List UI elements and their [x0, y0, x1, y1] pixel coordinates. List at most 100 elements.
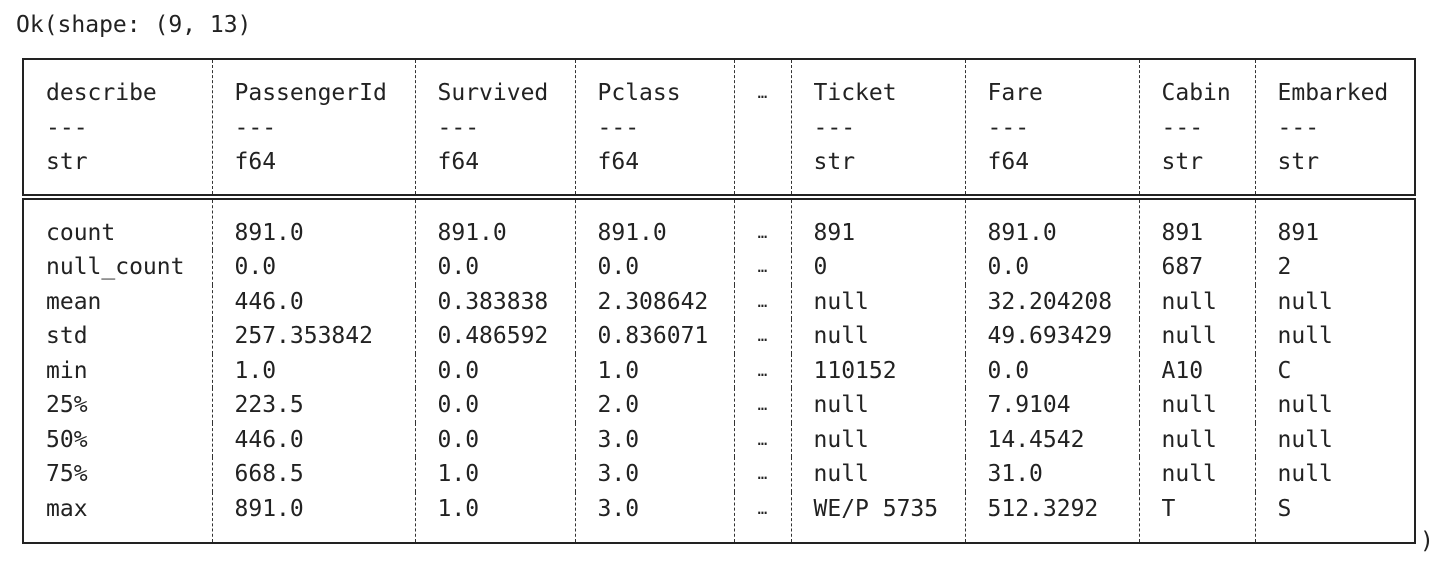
table-cell: 512.3292 [964, 491, 1139, 543]
table-cell: 0.0 [964, 250, 1139, 285]
table-cell: 446.0 [211, 284, 415, 319]
table-cell: 257.353842 [211, 319, 415, 354]
header-separator: --- [234, 114, 277, 141]
table-header: describe --- str PassengerId --- f64 Survived -… [23, 59, 1415, 200]
table-cell: 2 [1254, 250, 1415, 285]
output-prefix: Ok(shape: (9, 13) [16, 12, 252, 38]
table-cell: 14.4542 [964, 422, 1139, 457]
table-cell: 110152 [790, 353, 965, 388]
table-cell: … [733, 196, 791, 250]
table-cell: null [1254, 284, 1415, 319]
table-cell: 0.383838 [414, 284, 575, 319]
table-cell: 1.0 [574, 353, 734, 388]
table-cell: … [733, 457, 791, 492]
table-cell: 2.0 [574, 388, 734, 423]
table-cell: null [1138, 284, 1255, 319]
table-cell: 50% [46, 426, 88, 453]
header-dtype: str [813, 149, 856, 175]
header-name: … [757, 83, 768, 102]
table-cell: … [733, 353, 791, 388]
table-cell: … [733, 388, 791, 423]
table-cell: 1.0 [414, 457, 575, 492]
table-cell: T [1138, 491, 1255, 543]
table-cell: null [1254, 388, 1415, 423]
table-cell: null [790, 388, 965, 423]
header-name: Survived [437, 80, 549, 106]
table-cell: 75% [46, 461, 88, 487]
header-dtype: f64 [987, 149, 1030, 175]
table-cell: null [1138, 422, 1255, 457]
table-cell: 3.0 [574, 457, 734, 492]
header-name: Cabin [1161, 80, 1231, 106]
table-cell: 3.0 [574, 491, 734, 543]
header-cell: Cabin --- str [1138, 59, 1255, 200]
table-row: min 1.0 0.0 1.0… 110152 0.0 A10 C [23, 353, 1415, 388]
header-name: describe [46, 80, 157, 106]
table-cell: 1.0 [414, 491, 575, 543]
table-cell: null [790, 284, 965, 319]
table-row: 75% 668.5 1.0 3.0… null 31.0 null null [23, 457, 1415, 492]
table-cell: S [1254, 491, 1415, 543]
header-cell: Survived --- f64 [414, 59, 575, 200]
table-cell: … [733, 422, 791, 457]
header-name: Embarked [1277, 80, 1389, 106]
table-cell: 0.836071 [574, 319, 734, 354]
table-cell: null_count [46, 254, 185, 280]
table-cell: 891 [1138, 196, 1255, 250]
table-cell: 0.0 [414, 250, 575, 285]
table-cell: null [1138, 457, 1255, 492]
table-cell: 891 [1254, 196, 1415, 250]
table-cell: … [733, 250, 791, 285]
table-cell: 25% [46, 392, 88, 418]
table-cell: 891.0 [211, 196, 415, 250]
table-cell: A10 [1138, 353, 1255, 388]
table-cell: null [1138, 319, 1255, 354]
table-cell: 668.5 [211, 457, 415, 492]
table-cell: null [1254, 457, 1415, 492]
table-cell: 7.9104 [964, 388, 1139, 423]
table-cell: 891.0 [211, 491, 415, 543]
header-dtype: str [1277, 149, 1320, 175]
table-row: max 891.0 1.0 3.0… WE/P 5735 512.3292 T S [23, 491, 1415, 543]
output-suffix: ) [1420, 528, 1434, 554]
header-dtype: str [1161, 149, 1204, 175]
header-dtype: str [46, 149, 88, 175]
header-cell: PassengerId --- f64 [211, 59, 415, 200]
table-cell: max [46, 495, 88, 522]
table-cell: 891.0 [414, 196, 575, 250]
table-cell: … [733, 319, 791, 354]
header-cell: Pclass --- f64 [574, 59, 734, 200]
table-cell: … [733, 284, 791, 319]
header-name: Ticket [813, 80, 897, 106]
header-dtype: f64 [437, 149, 480, 175]
table-cell: 1.0 [211, 353, 415, 388]
table-cell: … [733, 491, 791, 543]
table-cell: 446.0 [211, 422, 415, 457]
table-cell: 0.0 [211, 250, 415, 285]
table-cell: min [46, 357, 88, 384]
table-cell: count [46, 219, 116, 246]
table-cell: null [790, 319, 965, 354]
header-separator: --- [813, 114, 856, 141]
table-cell: 891.0 [574, 196, 734, 250]
table-cell: 0.0 [964, 353, 1139, 388]
table-cell: null [1138, 388, 1255, 423]
table-cell: 0.486592 [414, 319, 575, 354]
table-row: null_count 0.0 0.0 0.0… 0 0.0 687 2 [23, 250, 1415, 285]
table-cell: 0 [790, 250, 965, 285]
table-cell: 687 [1138, 250, 1255, 285]
header-row: describe --- str PassengerId --- f64 Survived -… [23, 59, 1415, 200]
table-cell: 3.0 [574, 422, 734, 457]
table-cell: null [790, 457, 965, 492]
header-cell: Embarked --- str [1254, 59, 1415, 200]
header-separator: --- [1277, 114, 1320, 141]
table-row: mean 446.0 0.383838 2.308642… null 32.204208 n… [23, 284, 1415, 319]
table-row: 50% 446.0 0.0 3.0… null 14.4542 null null [23, 422, 1415, 457]
table-cell: 891.0 [964, 196, 1139, 250]
header-separator: --- [597, 114, 640, 141]
table-cell: null [1254, 422, 1415, 457]
table-cell: 891 [790, 196, 965, 250]
table-cell: 2.308642 [574, 284, 734, 319]
table-row: count 891.0 891.0 891.0… 891 891.0 891 891 [23, 196, 1415, 250]
table-cell: 0.0 [574, 250, 734, 285]
